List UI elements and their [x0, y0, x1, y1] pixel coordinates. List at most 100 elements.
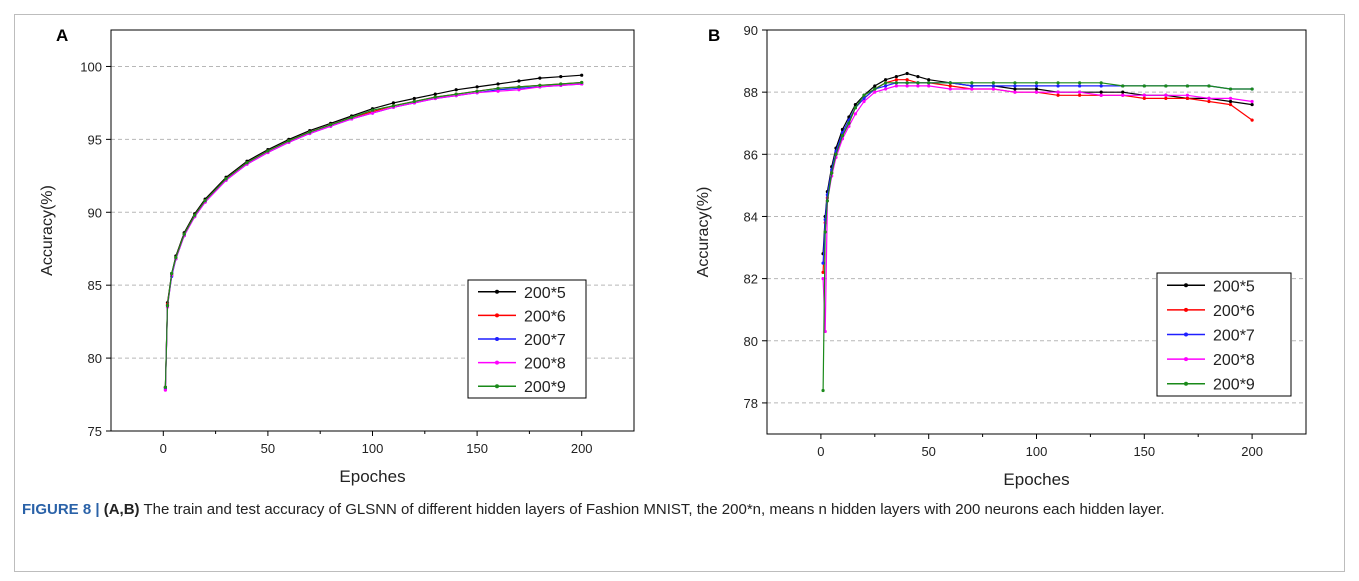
data-point — [538, 76, 542, 80]
data-point — [883, 87, 888, 91]
data-point — [927, 78, 931, 82]
data-point — [873, 90, 877, 94]
legend-marker — [1184, 381, 1188, 386]
data-point — [1078, 90, 1082, 94]
data-point — [1121, 93, 1125, 97]
x-tick-label: 150 — [1133, 444, 1155, 459]
data-point — [1164, 96, 1168, 100]
data-point — [1142, 93, 1146, 97]
legend-marker — [495, 384, 499, 389]
data-point — [1228, 102, 1233, 107]
legend-marker — [495, 360, 499, 365]
x-tick-label: 100 — [1026, 444, 1048, 459]
data-point — [1164, 84, 1168, 88]
data-point — [1056, 81, 1060, 85]
data-point — [970, 87, 974, 91]
y-tick-label: 78 — [744, 396, 758, 411]
data-point — [825, 199, 829, 203]
data-point — [1034, 90, 1039, 94]
data-point — [821, 277, 825, 281]
data-point — [538, 83, 542, 88]
legend-marker — [1184, 332, 1188, 337]
data-point — [927, 84, 931, 88]
data-point — [1250, 87, 1254, 91]
legend-label: 200*6 — [524, 308, 566, 325]
data-point — [1013, 87, 1017, 91]
chart-panel-a: 0 50 100 150 200 75 80 85 90 95 100 Epoches Accuracy… — [39, 26, 635, 486]
data-point — [1034, 81, 1039, 85]
data-point — [1099, 81, 1103, 85]
data-point — [1056, 84, 1060, 88]
data-point — [862, 99, 866, 104]
data-point — [1099, 90, 1103, 94]
x-axis-title: Epoches — [1003, 470, 1069, 489]
data-point — [894, 81, 898, 85]
x-tick-label: 0 — [160, 441, 167, 456]
data-point — [821, 270, 825, 274]
chart-panel-b: 0 50 100 150 200 78 80 82 84 86 88 90 Epoches Accurac… — [695, 23, 1307, 489]
data-point — [349, 115, 354, 120]
data-point — [894, 78, 898, 82]
data-point — [916, 75, 920, 79]
data-point — [1164, 93, 1168, 97]
data-point — [163, 385, 167, 389]
legend-marker — [1184, 283, 1188, 288]
data-point — [847, 121, 851, 125]
data-point — [163, 388, 167, 392]
data-point — [991, 81, 995, 85]
data-point — [1250, 99, 1254, 104]
data-point — [853, 106, 857, 110]
figure-frame — [14, 14, 1345, 572]
data-point — [1121, 84, 1125, 88]
data-point — [517, 88, 521, 92]
x-tick-label: 200 — [1241, 444, 1263, 459]
data-point — [840, 134, 845, 138]
data-point — [559, 75, 563, 79]
data-point — [517, 79, 521, 83]
data-point — [475, 85, 479, 89]
x-tick-label: 50 — [921, 444, 935, 459]
data-point — [883, 81, 888, 85]
legend-marker — [495, 313, 499, 318]
legend-marker — [1184, 357, 1188, 362]
legend-label: 200*8 — [524, 356, 566, 373]
y-tick-label: 100 — [80, 59, 102, 74]
data-point — [830, 171, 834, 175]
data-point — [329, 123, 333, 127]
data-point — [905, 78, 909, 82]
data-point — [853, 112, 857, 116]
series-line-200*7 — [822, 82, 1253, 264]
series-line-200*9 — [822, 82, 1253, 391]
x-tick-label: 200 — [571, 441, 593, 456]
caption-figure-label: FIGURE 8 | — [22, 501, 104, 518]
data-point — [1056, 90, 1060, 94]
legend-marker — [495, 337, 499, 341]
panel-label: B — [708, 26, 720, 45]
data-point — [1099, 93, 1103, 97]
data-point — [174, 255, 178, 260]
data-point — [970, 84, 974, 88]
data-point — [948, 81, 952, 85]
data-point — [1013, 90, 1017, 94]
data-point — [1207, 84, 1211, 88]
data-point — [287, 139, 291, 143]
y-tick-label: 82 — [744, 272, 758, 287]
data-point — [454, 92, 458, 96]
data-point — [1056, 93, 1060, 97]
data-point — [1078, 93, 1082, 97]
data-point — [517, 85, 521, 89]
y-tick-label: 75 — [88, 424, 102, 439]
data-point — [1078, 84, 1082, 88]
panel-label: A — [56, 26, 68, 45]
y-tick-label: 85 — [88, 278, 102, 293]
data-point — [496, 86, 500, 90]
series-line-200*5 — [822, 72, 1253, 254]
data-point — [1142, 96, 1146, 100]
data-point — [308, 130, 312, 134]
legend-label: 200*6 — [1213, 303, 1255, 320]
y-tick-label: 80 — [88, 351, 102, 366]
data-point — [1142, 84, 1146, 88]
data-point — [1207, 96, 1211, 100]
data-point — [1034, 87, 1039, 91]
